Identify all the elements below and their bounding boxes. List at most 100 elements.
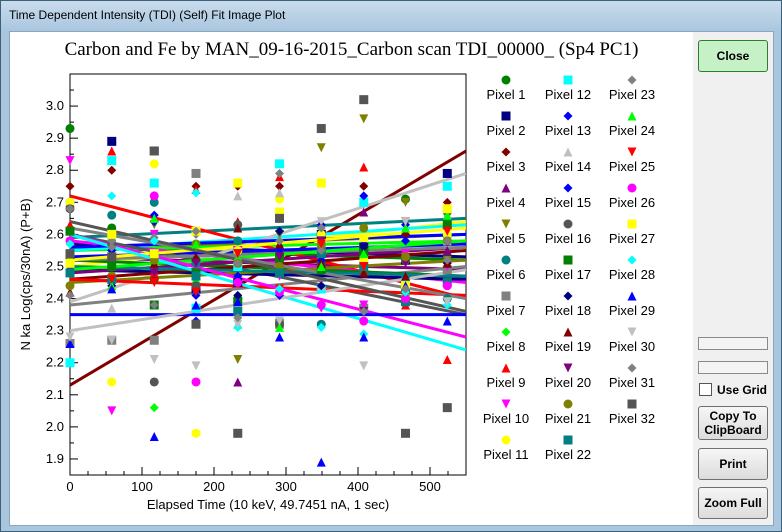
data-point bbox=[149, 197, 159, 207]
data-point bbox=[233, 271, 243, 281]
use-grid-checkbox[interactable] bbox=[699, 383, 712, 396]
x-tick-label: 0 bbox=[66, 479, 73, 494]
fit-line bbox=[70, 277, 466, 297]
y-tick-label: 3.0 bbox=[46, 98, 64, 113]
data-point bbox=[65, 124, 75, 134]
data-point bbox=[359, 249, 369, 259]
data-point bbox=[107, 303, 117, 313]
data-point bbox=[65, 156, 75, 166]
data-point bbox=[275, 284, 285, 294]
legend-marker bbox=[627, 327, 637, 337]
y-axis-label: N ka Log(cps/30nA) (P+B) bbox=[18, 198, 33, 350]
data-point bbox=[275, 188, 285, 198]
data-point bbox=[107, 335, 117, 345]
data-point bbox=[107, 229, 117, 239]
close-button[interactable]: Close bbox=[698, 40, 768, 72]
data-point bbox=[316, 281, 326, 291]
print-button[interactable]: Print bbox=[698, 448, 768, 480]
data-point bbox=[442, 403, 452, 413]
data-point bbox=[191, 428, 201, 438]
data-point bbox=[149, 236, 159, 246]
data-point bbox=[107, 377, 117, 387]
data-point bbox=[359, 207, 369, 217]
chart-title: Carbon and Fe by MAN_09-16-2015_Carbon s… bbox=[64, 39, 639, 60]
data-point bbox=[65, 290, 75, 300]
legend-marker bbox=[563, 255, 573, 265]
data-point bbox=[65, 268, 75, 278]
data-point bbox=[65, 226, 75, 236]
data-point bbox=[191, 361, 201, 371]
data-point bbox=[191, 258, 201, 268]
data-point bbox=[233, 178, 243, 188]
fit-line bbox=[70, 248, 466, 281]
data-point bbox=[149, 355, 159, 365]
y-tick-label: 2.7 bbox=[46, 194, 64, 209]
progress-bar-2 bbox=[698, 361, 768, 374]
data-point bbox=[107, 284, 117, 294]
legend-label: Pixel 7 bbox=[486, 303, 525, 318]
y-tick-label: 2.2 bbox=[46, 355, 64, 370]
legend-label: Pixel 21 bbox=[545, 411, 591, 426]
y-tick-label: 2.3 bbox=[46, 323, 64, 338]
y-tick-label: 2.9 bbox=[46, 130, 64, 145]
data-point bbox=[442, 226, 452, 236]
scatter-chart: 0 100 200 300 400 500 1.9 2.0 2.1 2.2 2.3 2.4 2.5 2.6… bbox=[18, 73, 655, 512]
data-point bbox=[275, 207, 285, 217]
data-point bbox=[191, 271, 201, 281]
legend-marker bbox=[563, 291, 573, 301]
legend-label: Pixel 26 bbox=[609, 195, 655, 210]
y-tick-label: 1.9 bbox=[46, 451, 64, 466]
data-point bbox=[275, 332, 285, 342]
legend-marker bbox=[501, 147, 511, 157]
data-point bbox=[65, 338, 75, 348]
legend-label: Pixel 6 bbox=[486, 267, 525, 282]
legend-marker bbox=[501, 291, 511, 301]
data-point bbox=[275, 322, 285, 332]
fit-line bbox=[70, 194, 466, 301]
data-point bbox=[65, 181, 75, 191]
use-grid-toggle[interactable]: Use Grid bbox=[699, 383, 767, 397]
legend-label: Pixel 2 bbox=[486, 123, 525, 138]
data-point bbox=[316, 143, 326, 153]
data-point bbox=[65, 258, 75, 268]
legend-marker bbox=[501, 111, 511, 121]
data-point bbox=[359, 268, 369, 278]
x-tick-label: 300 bbox=[275, 479, 297, 494]
data-point bbox=[359, 332, 369, 342]
data-point bbox=[275, 226, 285, 236]
fit-line bbox=[70, 232, 466, 352]
data-point bbox=[401, 236, 411, 246]
data-point bbox=[107, 406, 117, 416]
legend-marker bbox=[501, 399, 511, 409]
data-point bbox=[275, 159, 285, 169]
data-point bbox=[359, 223, 369, 233]
data-point bbox=[316, 300, 326, 310]
data-point bbox=[401, 217, 411, 227]
copy-to-clipboard-button[interactable]: Copy To ClipBoard bbox=[698, 406, 768, 440]
fit-line bbox=[70, 239, 466, 272]
data-point bbox=[65, 197, 75, 207]
legend-marker bbox=[563, 111, 573, 121]
data-point bbox=[359, 306, 369, 316]
data-point bbox=[149, 268, 159, 278]
fit-line bbox=[70, 232, 466, 339]
data-point bbox=[442, 220, 452, 230]
x-tick-label: 100 bbox=[131, 479, 153, 494]
data-point bbox=[316, 457, 326, 467]
legend-label: Pixel 18 bbox=[545, 303, 591, 318]
legend-label: Pixel 23 bbox=[609, 87, 655, 102]
data-point bbox=[107, 252, 117, 262]
y-tick-label: 2.0 bbox=[46, 419, 64, 434]
legend-marker bbox=[501, 75, 511, 85]
fit-line bbox=[70, 268, 466, 333]
legend-label: Pixel 31 bbox=[609, 375, 655, 390]
data-point bbox=[359, 233, 369, 243]
zoom-full-button[interactable]: Zoom Full bbox=[698, 487, 768, 519]
legend-label: Pixel 29 bbox=[609, 303, 655, 318]
data-point bbox=[401, 252, 411, 262]
data-point bbox=[65, 332, 75, 342]
data-point bbox=[233, 306, 243, 316]
data-point bbox=[107, 274, 117, 284]
fit-line bbox=[70, 268, 466, 281]
data-point bbox=[233, 258, 243, 268]
